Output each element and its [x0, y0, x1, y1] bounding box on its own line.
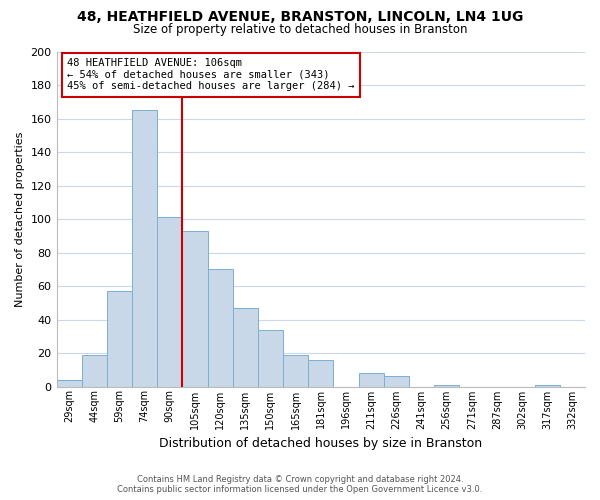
Bar	[359, 373, 383, 386]
Text: Contains HM Land Registry data © Crown copyright and database right 2024.: Contains HM Land Registry data © Crown c…	[137, 475, 463, 484]
Bar	[208, 270, 233, 386]
Bar	[283, 354, 308, 386]
Bar	[56, 380, 82, 386]
Bar	[258, 330, 283, 386]
Bar	[132, 110, 157, 386]
Text: 48, HEATHFIELD AVENUE, BRANSTON, LINCOLN, LN4 1UG: 48, HEATHFIELD AVENUE, BRANSTON, LINCOLN…	[77, 10, 523, 24]
Bar	[308, 360, 334, 386]
Bar	[383, 376, 409, 386]
Bar	[82, 354, 107, 386]
Bar	[182, 230, 208, 386]
Text: Size of property relative to detached houses in Branston: Size of property relative to detached ho…	[133, 22, 467, 36]
Bar	[535, 385, 560, 386]
Text: 48 HEATHFIELD AVENUE: 106sqm
← 54% of detached houses are smaller (343)
45% of s: 48 HEATHFIELD AVENUE: 106sqm ← 54% of de…	[67, 58, 355, 92]
Bar	[233, 308, 258, 386]
Bar	[157, 218, 182, 386]
Bar	[434, 385, 459, 386]
X-axis label: Distribution of detached houses by size in Branston: Distribution of detached houses by size …	[159, 437, 482, 450]
Text: Contains public sector information licensed under the Open Government Licence v3: Contains public sector information licen…	[118, 485, 482, 494]
Bar	[107, 291, 132, 386]
Y-axis label: Number of detached properties: Number of detached properties	[15, 132, 25, 306]
